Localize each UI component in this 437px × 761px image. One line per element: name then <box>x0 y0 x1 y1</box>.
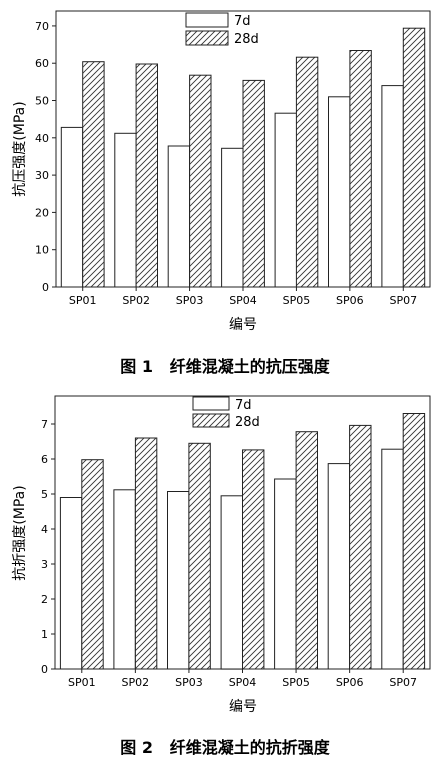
chart-2-legend-swatch-28d <box>192 413 230 428</box>
chart-2: 0 1 2 3 4 5 6 7 SP01 SP02 SP03 SP04 SP05 SP06 SP07 7d… <box>12 395 431 757</box>
chart-2-x-axis: SP01 SP02 SP03 SP04 SP05 SP06 SP07 <box>68 669 417 689</box>
bar-sp06-28d <box>349 424 372 670</box>
chart-1-y-axis: 0 10 20 30 40 50 60 70 <box>35 20 56 294</box>
y-tick-label: 6 <box>41 453 48 466</box>
x-tick-label: SP03 <box>175 676 203 689</box>
y-tick-label: 2 <box>41 593 48 606</box>
bar-sp05-7d <box>274 478 297 670</box>
y-tick-label: 20 <box>35 206 49 219</box>
y-tick-label: 40 <box>35 132 49 145</box>
bar-sp02-7d <box>114 132 137 288</box>
bar-sp01-7d <box>60 126 84 288</box>
chart-1-caption: 图 1 纤维混凝土的抗压强度 <box>120 357 330 376</box>
x-tick-label: SP01 <box>68 676 96 689</box>
chart-1-bars <box>60 27 426 288</box>
chart-1-legend-swatch-28d <box>185 30 229 46</box>
bar-sp07-7d <box>381 448 404 670</box>
x-tick-label: SP05 <box>282 676 310 689</box>
y-tick-label: 30 <box>35 169 49 182</box>
bar-sp02-7d <box>113 489 136 670</box>
chart-1-y-axis-title: 抗压强度(MPa) <box>12 101 28 196</box>
chart-2-caption: 图 2 纤维混凝土的抗折强度 <box>120 738 330 757</box>
bar-sp01-28d <box>81 459 104 670</box>
chart-2-x-axis-title: 编号 <box>229 699 257 715</box>
y-tick-label: 0 <box>42 281 49 294</box>
x-tick-label: SP06 <box>336 294 364 307</box>
chart-1-x-axis-title: 编号 <box>229 317 257 333</box>
bar-sp07-7d <box>381 85 404 288</box>
chart-1-legend-label-28d: 28d <box>234 32 259 47</box>
bar-sp03-7d <box>167 145 191 288</box>
bar-sp04-7d <box>221 147 244 288</box>
y-tick-label: 10 <box>35 244 49 257</box>
bar-sp02-28d <box>134 437 158 670</box>
bar-sp02-28d <box>135 63 159 288</box>
x-tick-label: SP02 <box>122 294 150 307</box>
x-tick-label: SP04 <box>229 294 257 307</box>
bar-sp05-28d <box>295 56 319 288</box>
y-tick-label: 70 <box>35 20 49 33</box>
chart-2-legend-swatch-7d <box>192 396 230 411</box>
bar-sp06-28d <box>349 50 372 288</box>
chart-2-y-axis-title: 抗折强度(MPa) <box>12 485 28 580</box>
bar-sp05-28d <box>295 431 319 670</box>
x-tick-label: SP07 <box>389 676 417 689</box>
chart-1-legend-label-7d: 7d <box>234 14 251 29</box>
bar-sp06-7d <box>328 96 351 288</box>
bar-sp04-7d <box>220 495 244 670</box>
x-tick-label: SP01 <box>69 294 97 307</box>
chart-2-legend-label-28d: 28d <box>235 415 260 430</box>
bar-sp07-28d <box>402 413 426 670</box>
y-tick-label: 3 <box>41 558 48 571</box>
x-tick-label: SP04 <box>229 676 257 689</box>
x-tick-label: SP06 <box>336 676 364 689</box>
x-tick-label: SP02 <box>122 676 150 689</box>
bar-sp03-7d <box>167 491 190 670</box>
x-tick-label: SP07 <box>389 294 417 307</box>
bar-sp05-7d <box>274 112 298 288</box>
chart-1-x-axis: SP01 SP02 SP03 SP04 SP05 SP06 SP07 <box>69 287 417 307</box>
y-tick-label: 5 <box>41 488 48 501</box>
bar-sp01-7d <box>59 497 83 670</box>
bar-sp03-28d <box>189 74 212 288</box>
y-tick-label: 50 <box>35 95 49 108</box>
bar-sp04-28d <box>242 449 265 670</box>
chart-1-legend-swatch-7d <box>185 12 229 28</box>
y-tick-label: 60 <box>35 57 49 70</box>
bar-sp03-28d <box>188 442 211 670</box>
y-tick-label: 7 <box>41 418 48 431</box>
chart-1: 0 10 20 30 40 50 60 70 SP01 SP02 SP03 SP04 SP05 SP06… <box>12 10 431 376</box>
bar-sp06-7d <box>327 463 351 670</box>
y-tick-label: 1 <box>41 628 48 641</box>
chart-1-legend: 7d 28d <box>185 12 259 47</box>
bar-sp01-28d <box>82 61 105 288</box>
chart-2-legend: 7d 28d <box>192 396 260 430</box>
bar-sp04-28d <box>242 79 265 288</box>
y-tick-label: 0 <box>41 663 48 676</box>
bar-sp07-28d <box>402 27 426 288</box>
x-tick-label: SP03 <box>176 294 204 307</box>
x-tick-label: SP05 <box>283 294 311 307</box>
chart-2-legend-label-7d: 7d <box>235 398 252 413</box>
y-tick-label: 4 <box>41 523 48 536</box>
chart-2-bars <box>59 413 426 670</box>
chart-2-y-axis: 0 1 2 3 4 5 6 7 <box>41 418 55 676</box>
